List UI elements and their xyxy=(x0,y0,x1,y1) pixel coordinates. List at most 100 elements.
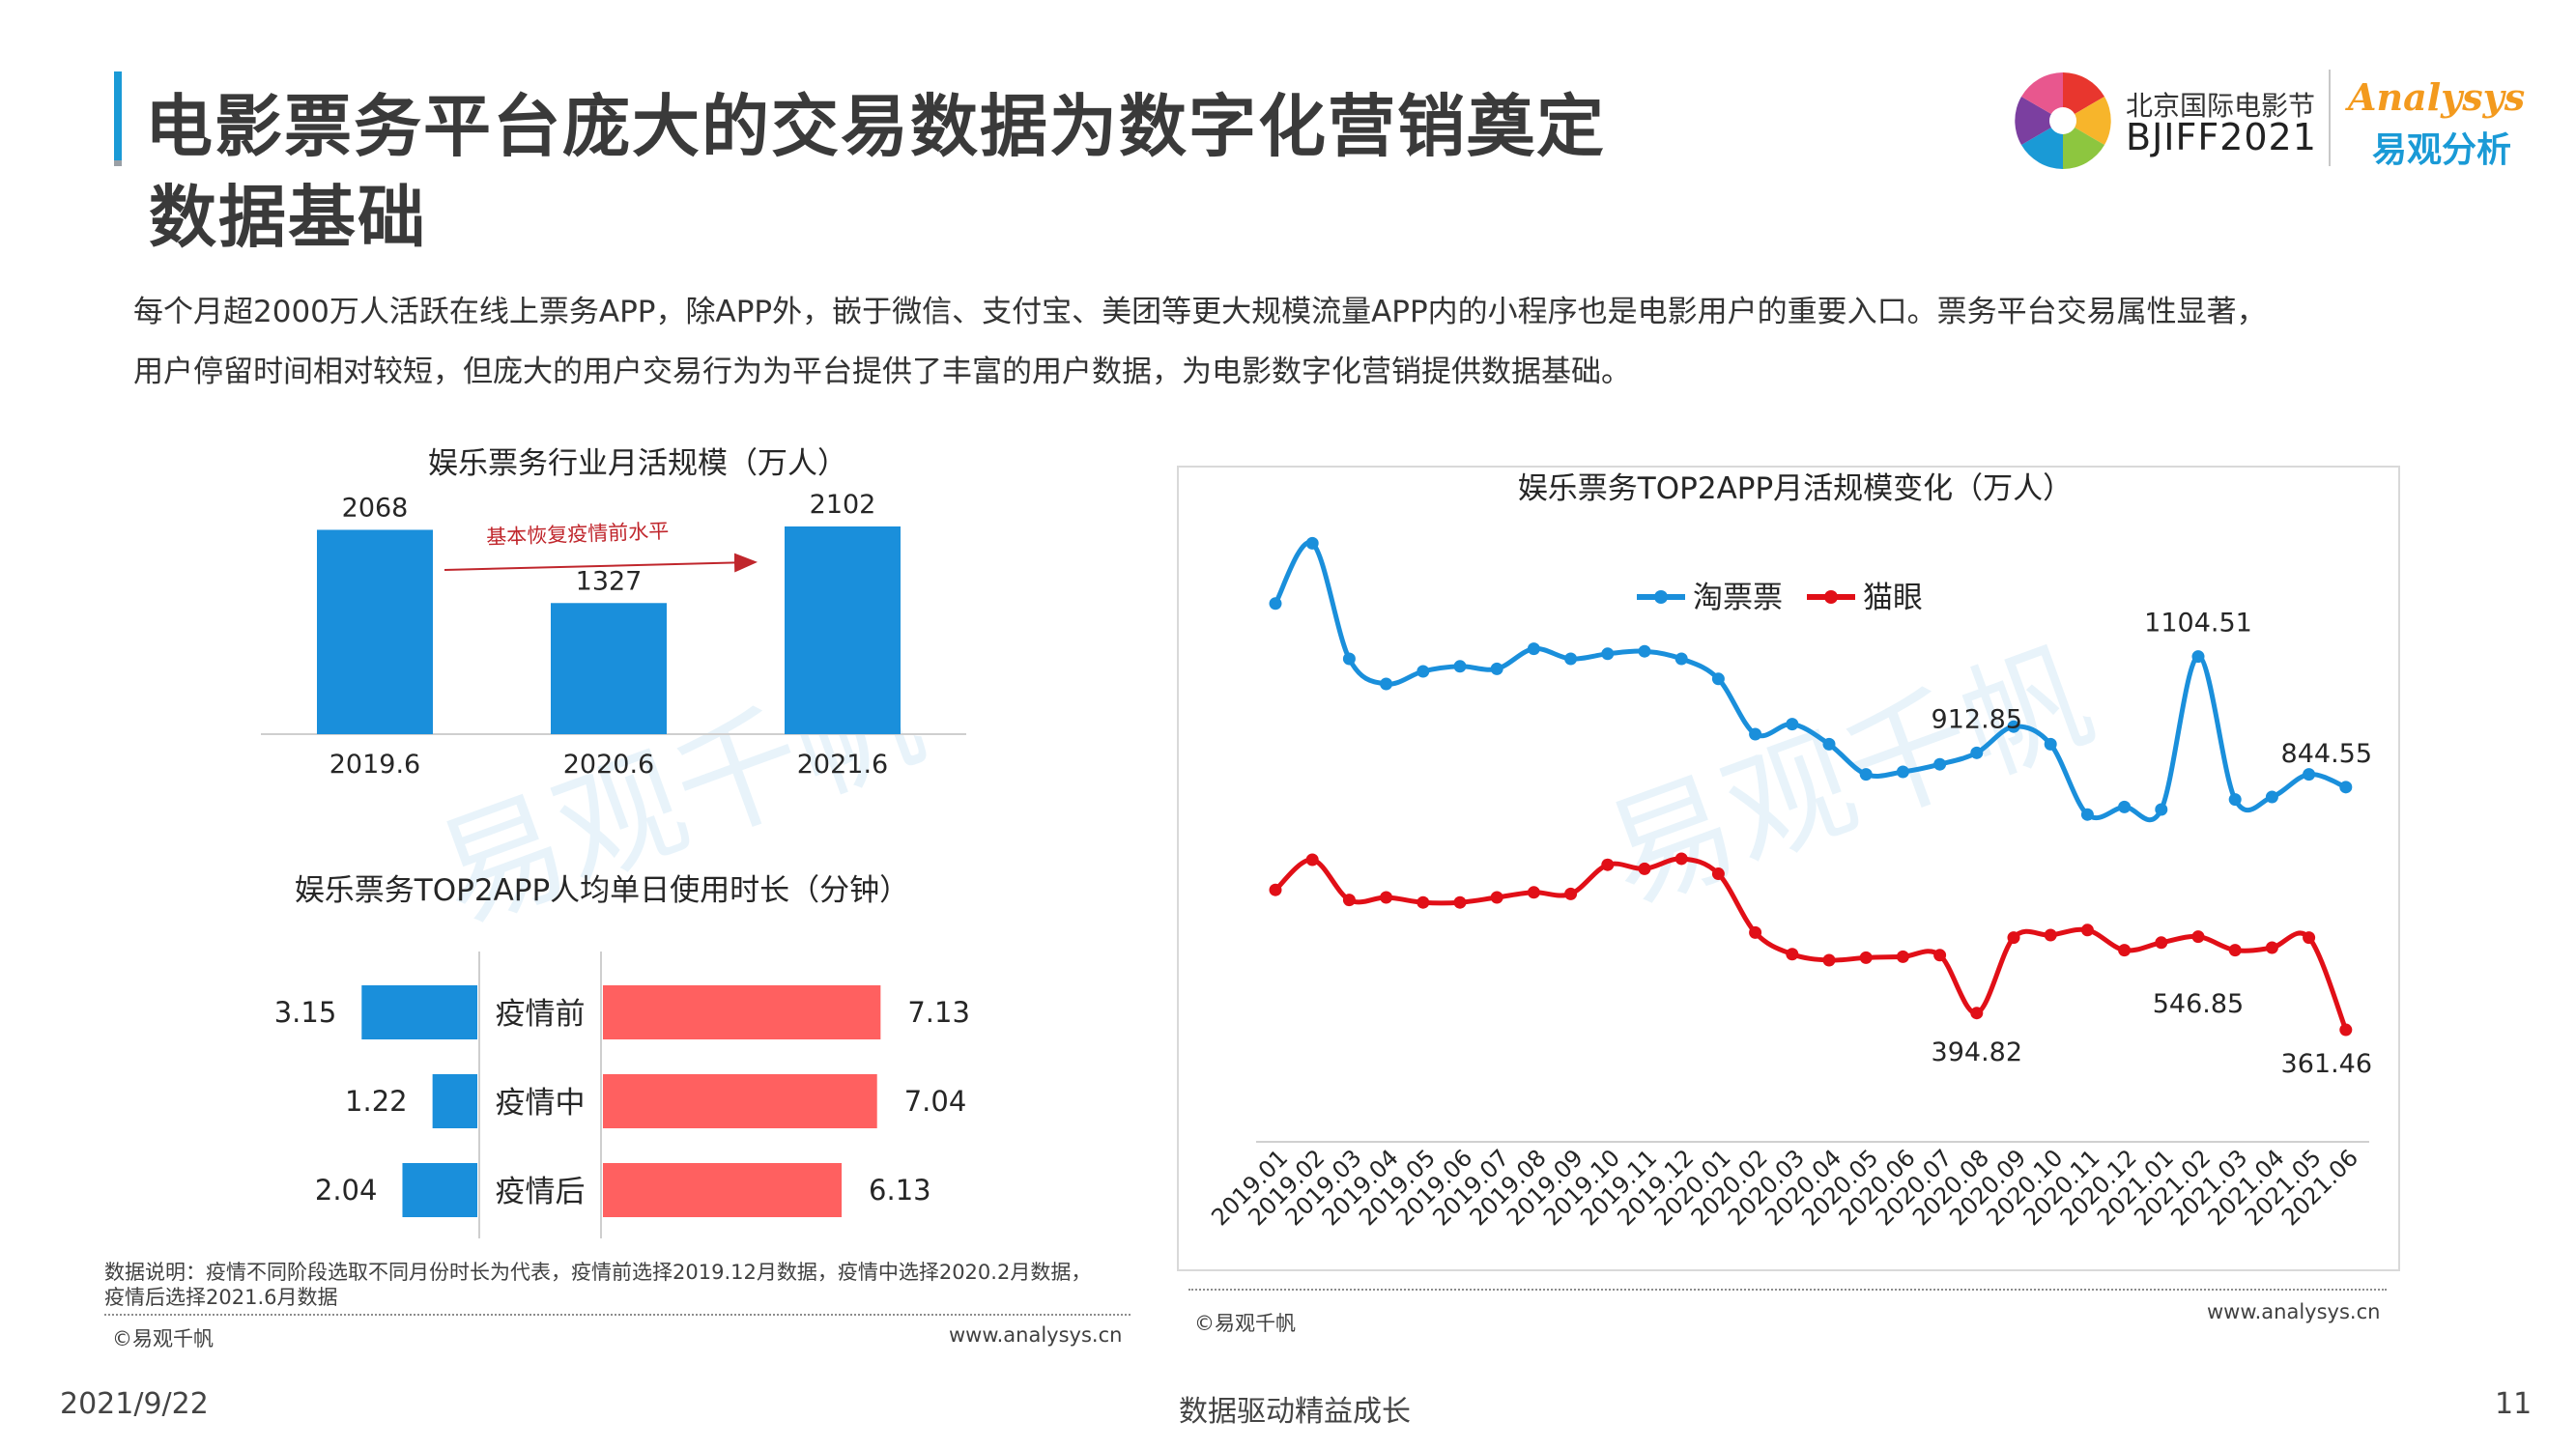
data-point xyxy=(1970,746,1984,759)
data-point xyxy=(1490,891,1503,904)
data-point xyxy=(1896,950,1909,963)
data-point xyxy=(2191,930,2205,944)
bar-value-label: 1.22 xyxy=(345,1085,408,1118)
analysys-logo-text: Analysys xyxy=(2348,75,2526,119)
data-point xyxy=(1638,644,1651,658)
data-label: 361.46 xyxy=(2281,1049,2372,1079)
data-point xyxy=(1453,660,1467,673)
trend-arrow xyxy=(444,553,758,573)
data-point xyxy=(1822,953,1836,967)
chart-title: 娱乐票务TOP2APP人均单日使用时长（分钟） xyxy=(295,873,909,908)
data-point xyxy=(2265,941,2278,954)
data-point xyxy=(1749,925,1762,939)
bar-value-label: 1327 xyxy=(576,566,643,596)
bar-value-label: 2.04 xyxy=(315,1174,378,1207)
data-point xyxy=(1380,677,1393,691)
category-label: 疫情前 xyxy=(496,997,586,1032)
bar-value-label: 6.13 xyxy=(869,1174,931,1207)
data-point xyxy=(1342,652,1356,666)
data-point xyxy=(1933,757,1947,771)
monthly-active-bar-chart: 娱乐票务行业月活规模（万人） 2068 2019.6 1327 2020.6 2102 20… xyxy=(261,446,966,780)
data-point xyxy=(1711,672,1725,686)
data-point xyxy=(1601,647,1615,661)
legend-label: 猫眼 xyxy=(1863,581,1923,615)
film-reel-icon xyxy=(2015,72,2111,169)
data-point xyxy=(1417,895,1430,909)
footer-date: 2021/9/22 xyxy=(60,1387,209,1421)
left-divider xyxy=(104,1314,1131,1316)
bar-left xyxy=(361,985,477,1039)
left-url: www.analysys.cn xyxy=(949,1323,1123,1347)
data-label: 912.85 xyxy=(1932,704,2022,734)
page-title-line1: 电影票务平台庞大的交易数据为数字化营销奠定 xyxy=(145,87,1606,166)
data-point xyxy=(1342,894,1356,907)
data-label: 844.55 xyxy=(2281,739,2372,769)
bar-value-label: 2068 xyxy=(342,493,409,523)
data-point xyxy=(2339,781,2353,794)
bar xyxy=(551,603,667,734)
data-point xyxy=(1749,727,1762,741)
data-point xyxy=(1527,642,1540,656)
chart-title: 娱乐票务行业月活规模（万人） xyxy=(428,446,847,481)
data-point xyxy=(1453,895,1467,909)
data-note: 数据说明：疫情不同阶段选取不同月份时长为代表，疫情前选择2019.12月数据，疫… xyxy=(104,1260,1148,1310)
bar-right xyxy=(603,1074,877,1128)
legend-marker xyxy=(1654,590,1668,604)
data-point xyxy=(1417,665,1430,678)
bar-left xyxy=(402,1163,477,1217)
analysys-logo-cn: 易观分析 xyxy=(2372,130,2512,170)
data-point xyxy=(2155,936,2168,950)
footer-slogan: 数据驱动精益成长 xyxy=(1179,1395,1411,1429)
bar-left xyxy=(432,1074,477,1128)
bar xyxy=(317,529,433,734)
data-point xyxy=(2007,931,2020,945)
data-point xyxy=(1859,951,1873,964)
title-accent-bar xyxy=(114,71,122,160)
data-point xyxy=(2339,1023,2353,1037)
data-point xyxy=(1970,1007,1984,1020)
data-label: 546.85 xyxy=(2153,989,2244,1019)
intro-line2: 用户停留时间相对较短，但庞大的用户交易行为为平台提供了丰富的用户数据，为电影数字… xyxy=(133,355,1631,389)
page-title-line2: 数据基础 xyxy=(149,178,427,257)
data-point xyxy=(2118,944,2132,957)
data-point xyxy=(1269,597,1282,611)
chart-title: 娱乐票务TOP2APP月活规模变化（万人） xyxy=(1518,471,2073,506)
bjiff-name: 北京国际电影节 xyxy=(2126,90,2316,122)
data-point xyxy=(2080,923,2094,937)
data-point xyxy=(1786,948,1799,961)
data-point xyxy=(1305,853,1319,867)
x-tick-label: 2021.6 xyxy=(797,750,888,780)
data-point xyxy=(1490,662,1503,675)
data-point xyxy=(2007,720,2020,733)
data-point xyxy=(1859,768,1873,781)
intro-line1: 每个月超2000万人活跃在线上票务APP，除APP外，嵌于微信、支付宝、美团等更… xyxy=(133,295,2267,329)
intro-text: 每个月超2000万人活跃在线上票务APP，除APP外，嵌于微信、支付宝、美团等更… xyxy=(133,282,2472,402)
data-point xyxy=(2044,737,2057,751)
data-point xyxy=(1380,891,1393,904)
data-point xyxy=(1786,718,1799,731)
data-point xyxy=(1822,737,1836,751)
data-point xyxy=(2265,790,2278,804)
bar-value-label: 7.04 xyxy=(904,1085,967,1118)
bar-value-label: 7.13 xyxy=(907,996,970,1029)
data-point xyxy=(1564,887,1578,900)
data-point xyxy=(1674,852,1688,866)
annotation-label: 基本恢复疫情前水平 xyxy=(486,520,670,550)
category-label: 疫情中 xyxy=(496,1086,586,1121)
data-point xyxy=(2303,931,2316,945)
category-label: 疫情后 xyxy=(496,1175,586,1209)
bjiff-code: BJIFF2021 xyxy=(2126,116,2317,158)
right-divider xyxy=(1188,1289,2387,1291)
data-label: 394.82 xyxy=(1932,1037,2022,1067)
left-copyright: ©易观千帆 xyxy=(112,1327,214,1350)
series-line xyxy=(1273,540,2347,823)
x-tick-label: 2020.6 xyxy=(563,750,654,780)
data-point xyxy=(2118,800,2132,813)
title-accent-bar-gray xyxy=(114,160,122,166)
data-point xyxy=(1601,858,1615,871)
data-point xyxy=(1305,536,1319,550)
bar-right xyxy=(603,1163,843,1217)
data-point xyxy=(1674,652,1688,666)
data-point xyxy=(2155,803,2168,816)
